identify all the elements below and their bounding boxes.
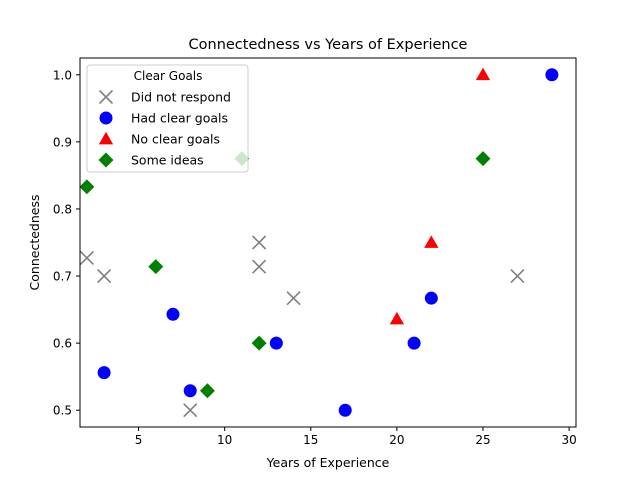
series-had-clear-goals (97, 68, 559, 417)
data-point (407, 336, 421, 350)
data-point (252, 235, 267, 250)
data-point (79, 179, 95, 195)
data-point (252, 259, 267, 274)
data-point (545, 68, 559, 82)
legend-item: No clear goals (98, 131, 220, 147)
data-point (510, 268, 525, 284)
y-axis: 0.5 0.6 0.7 0.8 0.9 1.0 (53, 68, 80, 418)
data-point (251, 335, 267, 351)
y-tick-label: 0.5 (53, 404, 72, 418)
data-point (148, 259, 164, 275)
legend-box (86, 64, 249, 173)
legend-label: No clear goals (131, 132, 220, 147)
x-tick-label: 5 (135, 433, 143, 447)
data-point (389, 311, 405, 325)
x-tick-label: 10 (217, 433, 232, 447)
chart-title: Connectedness vs Years of Experience (189, 37, 468, 53)
data-point (338, 403, 352, 417)
legend-marker (98, 89, 114, 105)
y-tick-label: 1.0 (53, 68, 72, 82)
legend-item: Had clear goals (99, 111, 228, 126)
x-tick-label: 25 (475, 433, 490, 447)
data-point (79, 250, 94, 265)
data-point (97, 268, 112, 284)
legend-marker (99, 111, 113, 125)
legend-label: Some ideas (131, 153, 204, 168)
data-point (166, 307, 180, 321)
data-point (286, 291, 301, 306)
legend-marker (98, 131, 114, 145)
legend-items: Did not respond Had clear goals No clear g… (98, 89, 231, 168)
legend-item: Some ideas (98, 152, 204, 168)
plot-frame (79, 57, 577, 428)
series-did-not-respond (79, 235, 525, 418)
legend-item: Did not respond (98, 89, 231, 105)
y-tick-label: 0.6 (53, 337, 72, 351)
data-point (97, 366, 111, 380)
data-point (183, 384, 197, 398)
x-tick-label: 30 (561, 433, 576, 447)
data-point (183, 403, 198, 418)
legend-label: Had clear goals (131, 111, 228, 126)
data-point (269, 336, 283, 350)
legend: Clear Goals Did not respond Had clear goa… (86, 64, 249, 173)
x-axis-label: Years of Experience (266, 455, 390, 470)
data-point (424, 235, 439, 248)
x-tick-label: 20 (389, 433, 404, 447)
x-tick-label: 15 (303, 433, 318, 447)
legend-label: Did not respond (131, 90, 231, 105)
series-some-ideas (79, 151, 491, 399)
data-point (424, 291, 438, 305)
series-no-clear-goals (389, 67, 491, 325)
data-point (475, 151, 491, 167)
plot-area (79, 67, 559, 418)
legend-marker (98, 152, 114, 168)
legend-title: Clear Goals (134, 69, 203, 83)
y-tick-label: 0.7 (53, 270, 72, 284)
x-axis: 5 10 15 20 25 30 (135, 427, 577, 447)
y-axis-label: Connectedness (27, 195, 42, 291)
data-point (199, 383, 215, 399)
data-point (475, 67, 491, 81)
y-tick-label: 0.9 (53, 135, 72, 149)
y-tick-label: 0.8 (53, 202, 72, 216)
